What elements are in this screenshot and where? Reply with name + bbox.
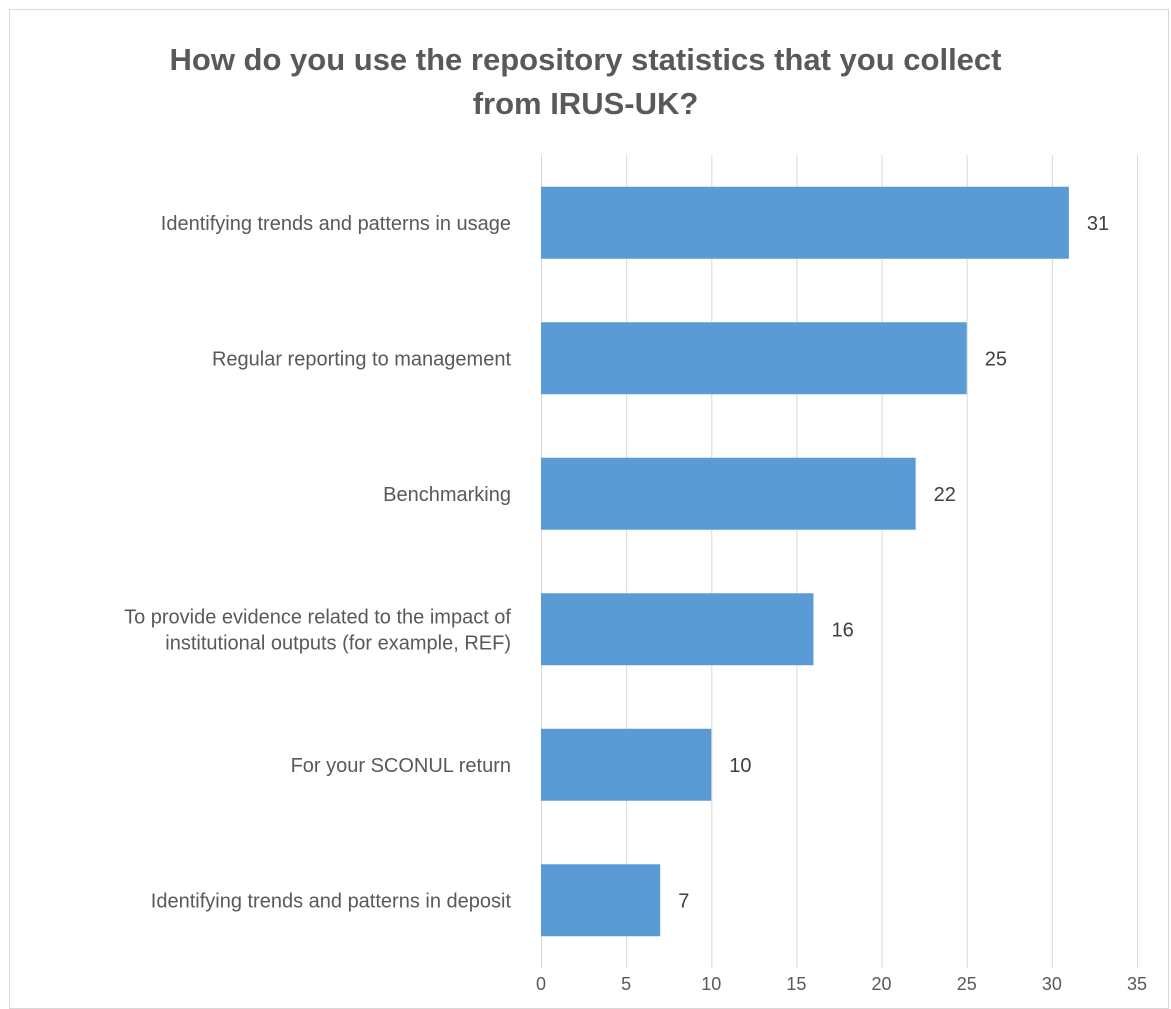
- category-label-1: Identifying trends and patterns in usage: [161, 213, 511, 235]
- data-label-6: 7: [678, 890, 689, 912]
- category-label-6: Identifying trends and patterns in depos…: [151, 890, 512, 912]
- category-label-4-line-2: institutional outputs (for example, REF): [165, 632, 511, 654]
- data-label-1: 31: [1087, 213, 1109, 235]
- data-label-3: 22: [934, 484, 956, 506]
- category-label-2: Regular reporting to management: [212, 348, 512, 370]
- category-label-4-line-1: To provide evidence related to the impac…: [124, 606, 511, 628]
- x-tick-label-10: 10: [701, 974, 721, 994]
- data-label-4: 16: [831, 619, 853, 641]
- category-label-5: For your SCONUL return: [291, 755, 511, 777]
- chart-title-line-1: How do you use the repository statistics…: [169, 42, 1002, 77]
- x-tick-label-20: 20: [872, 974, 892, 994]
- chart-title: How do you use the repository statistics…: [0, 38, 1171, 126]
- x-tick-label-5: 5: [621, 974, 631, 994]
- bar-2: [541, 322, 967, 395]
- data-label-2: 25: [985, 348, 1007, 370]
- category-label-3: Benchmarking: [383, 484, 511, 506]
- bar-6: [541, 864, 661, 937]
- bar-5: [541, 728, 712, 801]
- bar-3: [541, 457, 916, 530]
- x-tick-label-35: 35: [1127, 974, 1147, 994]
- x-tick-label-25: 25: [957, 974, 977, 994]
- data-label-5: 10: [729, 755, 751, 777]
- bar-4: [541, 593, 814, 666]
- x-tick-label-0: 0: [536, 974, 546, 994]
- chart-title-line-2: from IRUS-UK?: [472, 86, 699, 121]
- bar-1: [541, 186, 1069, 259]
- x-tick-label-30: 30: [1042, 974, 1062, 994]
- x-tick-label-15: 15: [786, 974, 806, 994]
